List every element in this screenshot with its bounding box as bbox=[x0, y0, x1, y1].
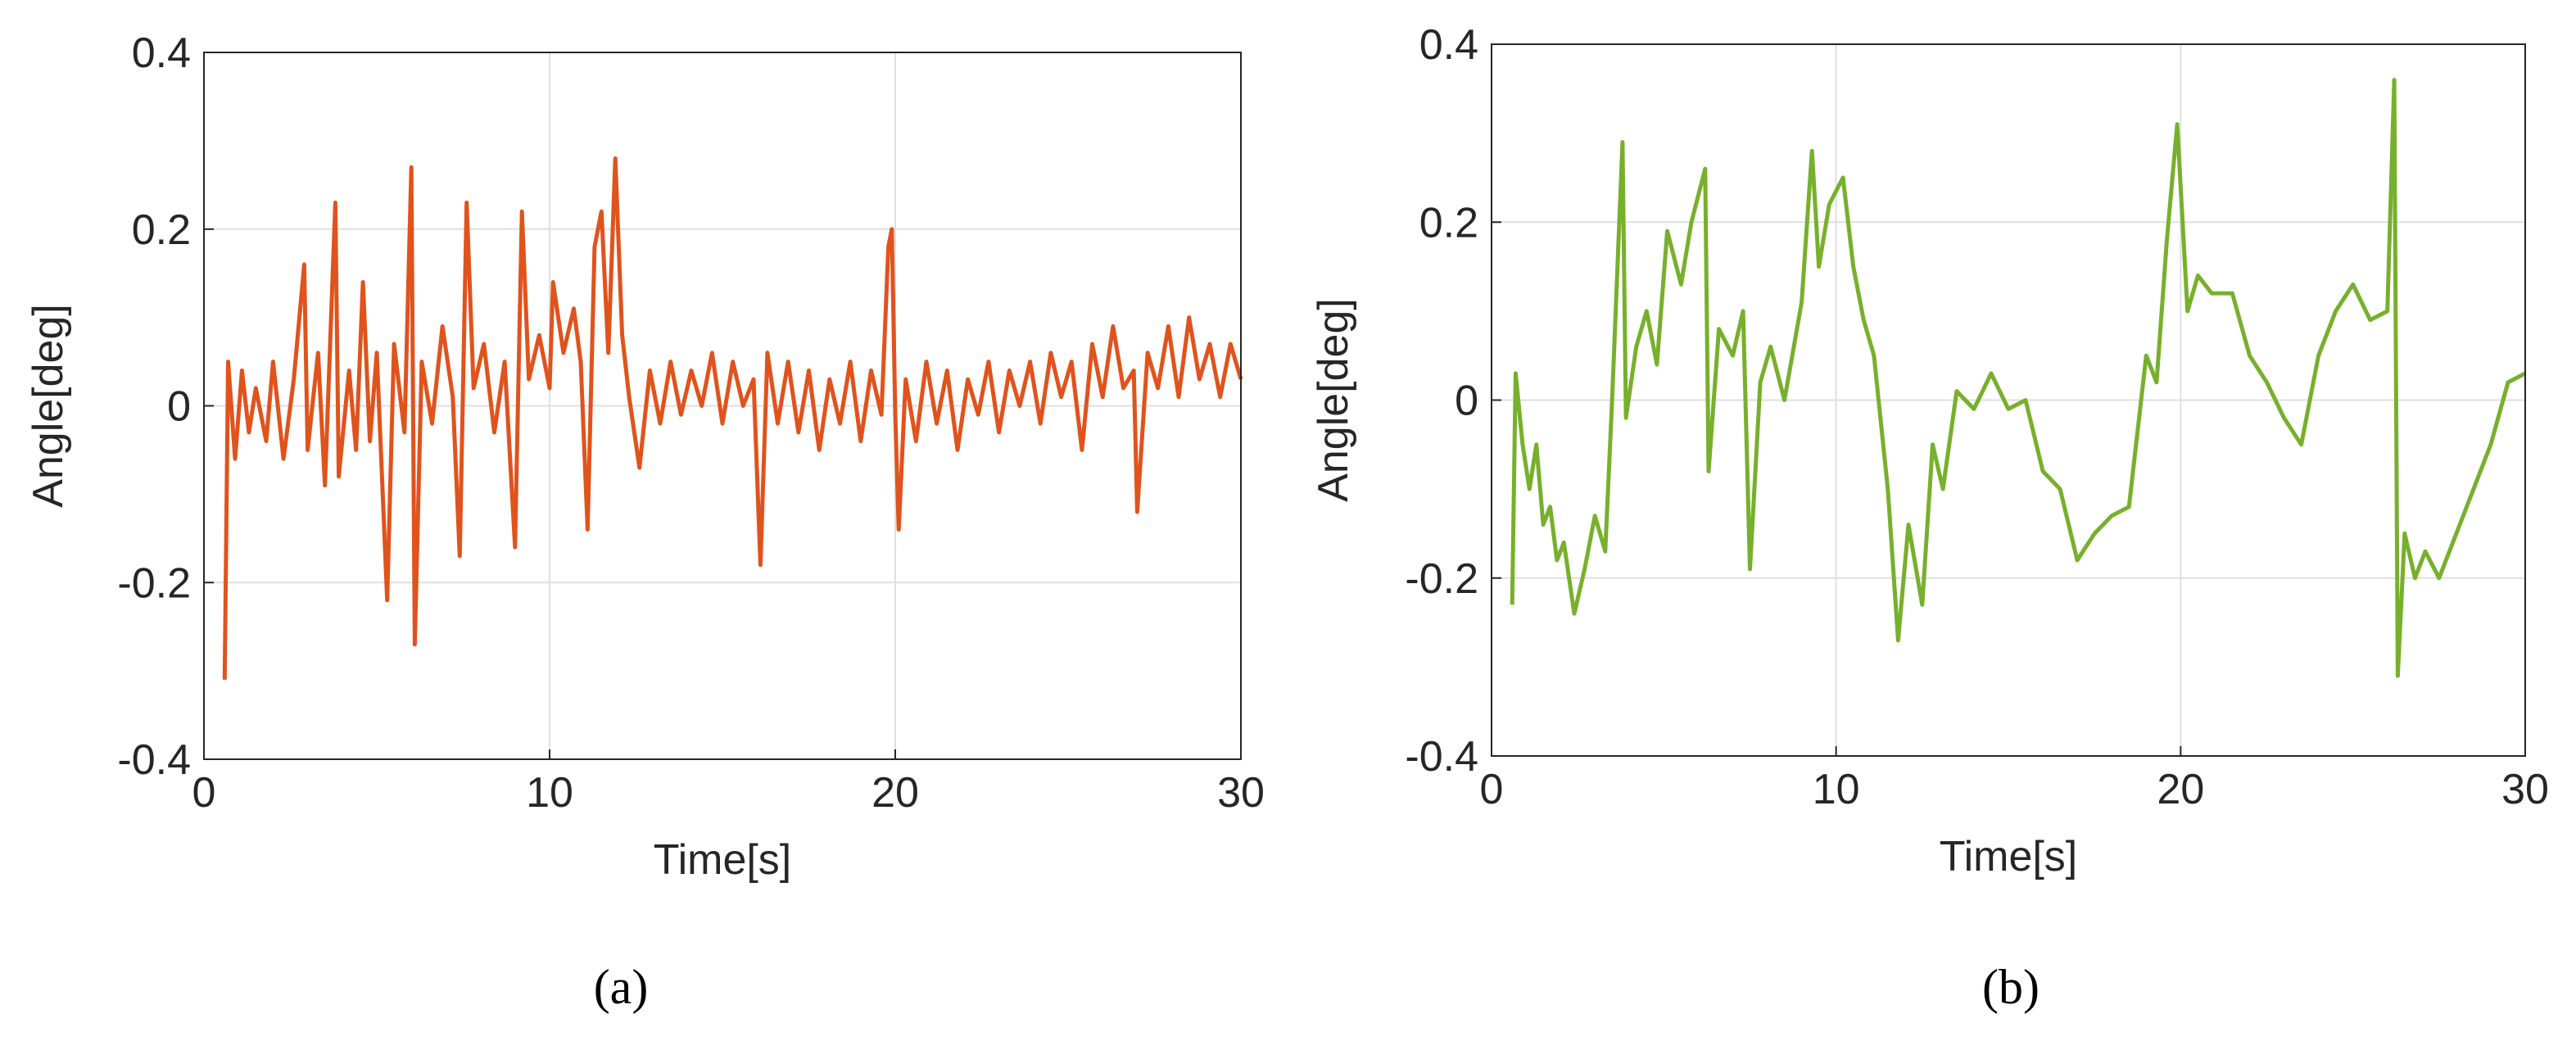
y-tick-label: 0.2 bbox=[1419, 199, 1478, 247]
y-axis-label: Angle[deg] bbox=[1310, 298, 1357, 502]
x-tick-label: 10 bbox=[526, 769, 573, 817]
x-tick-label: 10 bbox=[1813, 766, 1860, 813]
y-axis-label: Angle[deg] bbox=[25, 304, 72, 508]
data-line bbox=[222, 156, 1243, 680]
x-axis-label: Time[s] bbox=[1940, 833, 2078, 880]
y-tick-label: -0.2 bbox=[1405, 555, 1478, 603]
axes-box bbox=[203, 52, 1242, 760]
y-tick-label: -0.2 bbox=[117, 559, 191, 607]
x-tick-label: 20 bbox=[871, 769, 919, 817]
y-tick-label: 0 bbox=[1455, 378, 1478, 425]
x-axis-label: Time[s] bbox=[654, 836, 792, 884]
panel-label: (a) bbox=[594, 960, 649, 1014]
panel-label: (b) bbox=[1982, 960, 2040, 1014]
axes-box bbox=[1491, 43, 2526, 757]
y-tick-label: -0.4 bbox=[1405, 733, 1478, 781]
x-tick-label: 30 bbox=[2501, 766, 2549, 813]
data-line bbox=[1510, 78, 2527, 678]
x-tick-label: 30 bbox=[1217, 769, 1265, 817]
y-tick-label: 0 bbox=[167, 383, 191, 431]
x-tick-label: 0 bbox=[1480, 766, 1504, 813]
x-tick-label: 0 bbox=[192, 769, 216, 817]
y-tick-label: -0.4 bbox=[117, 736, 191, 784]
y-tick-label: 0.4 bbox=[132, 29, 191, 77]
y-tick-label: 0.4 bbox=[1419, 21, 1478, 69]
y-tick-label: 0.2 bbox=[132, 206, 191, 254]
x-tick-label: 20 bbox=[2157, 766, 2204, 813]
